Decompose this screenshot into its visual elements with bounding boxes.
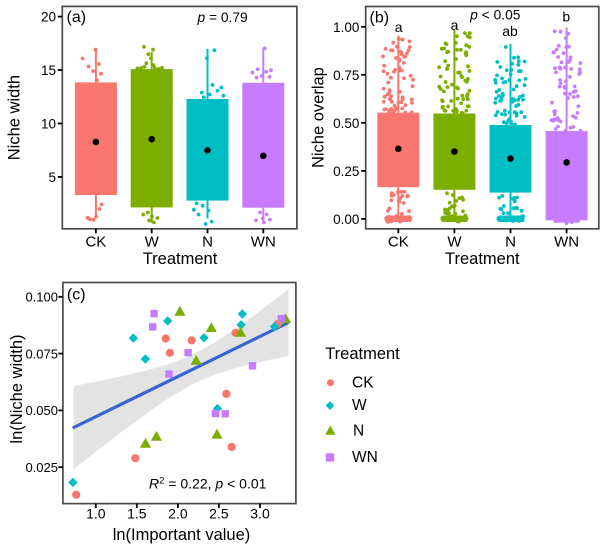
- svg-text:Treatment: Treatment: [445, 250, 520, 268]
- svg-text:a: a: [395, 19, 403, 35]
- svg-text:Niche overlap: Niche overlap: [310, 67, 328, 168]
- svg-text:1.0: 1.0: [86, 506, 106, 522]
- svg-text:0.075: 0.075: [25, 346, 58, 361]
- svg-text:N: N: [505, 234, 516, 251]
- svg-text:0.025: 0.025: [25, 460, 58, 475]
- svg-text:5: 5: [48, 170, 56, 185]
- svg-text:0.100: 0.100: [25, 290, 58, 305]
- svg-text:(a): (a): [67, 9, 87, 26]
- svg-text:p < 0.05: p < 0.05: [469, 8, 521, 23]
- svg-text:ab: ab: [502, 23, 518, 39]
- svg-text:1.5: 1.5: [127, 506, 147, 522]
- svg-text:(c): (c): [67, 287, 86, 304]
- svg-text:ln(Niche width): ln(Niche width): [8, 334, 26, 443]
- svg-text:R2 = 0.22, p < 0.01: R2 = 0.22, p < 0.01: [149, 476, 267, 492]
- svg-text:0.50: 0.50: [333, 116, 359, 131]
- svg-text:20: 20: [41, 10, 56, 25]
- svg-text:0.25: 0.25: [333, 164, 359, 179]
- svg-text:N: N: [353, 423, 364, 440]
- svg-text:b: b: [562, 9, 570, 25]
- svg-text:p = 0.79: p = 0.79: [196, 10, 248, 25]
- svg-text:W: W: [352, 397, 367, 414]
- svg-text:ln(Important value): ln(Important value): [113, 526, 251, 544]
- svg-text:0.75: 0.75: [333, 68, 359, 83]
- svg-text:10: 10: [41, 117, 56, 132]
- svg-text:(b): (b): [370, 10, 390, 27]
- svg-text:Treatment: Treatment: [143, 250, 218, 268]
- svg-text:2.0: 2.0: [168, 506, 188, 522]
- svg-text:2.5: 2.5: [209, 506, 229, 522]
- svg-text:W: W: [447, 234, 462, 251]
- svg-text:CK: CK: [85, 234, 106, 251]
- svg-text:CK: CK: [352, 375, 374, 392]
- svg-text:WN: WN: [352, 449, 378, 466]
- svg-text:3.0: 3.0: [250, 506, 270, 522]
- svg-text:W: W: [145, 234, 160, 251]
- svg-text:WN: WN: [554, 234, 579, 251]
- svg-text:WN: WN: [251, 234, 276, 251]
- svg-text:0.050: 0.050: [25, 403, 58, 418]
- svg-text:N: N: [202, 234, 213, 251]
- svg-text:a: a: [451, 17, 459, 33]
- svg-text:CK: CK: [388, 234, 409, 251]
- svg-text:Niche width: Niche width: [6, 75, 24, 160]
- svg-text:15: 15: [41, 63, 56, 78]
- svg-text:Treatment: Treatment: [325, 345, 400, 363]
- svg-text:1.00: 1.00: [333, 20, 359, 35]
- svg-text:0.00: 0.00: [333, 212, 359, 227]
